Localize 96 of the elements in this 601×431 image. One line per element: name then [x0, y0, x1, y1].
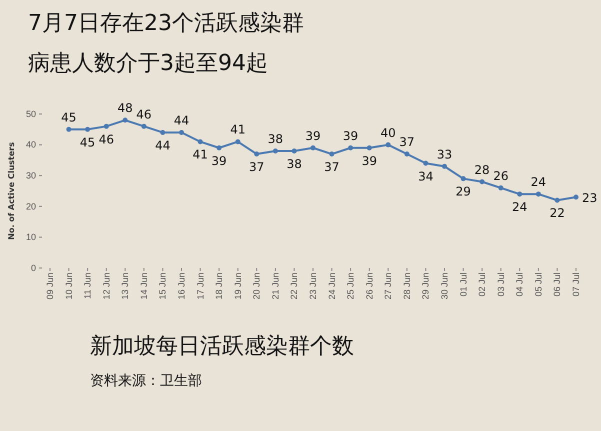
data-label: 40 — [380, 126, 396, 140]
point — [235, 139, 240, 144]
data-label: 48 — [118, 101, 133, 116]
x-tick-label: 04 Jul — [514, 272, 525, 297]
x-tick-label: 07 Jul — [571, 272, 581, 297]
point — [460, 176, 466, 182]
data-label: 46 — [98, 132, 114, 146]
point — [216, 145, 222, 150]
x-tick-label: 30 Jun — [440, 272, 450, 300]
point — [498, 185, 504, 190]
point — [386, 142, 391, 148]
point — [442, 164, 447, 169]
chart-title: 7月7日存在23个活跃感染群 — [28, 11, 304, 36]
data-label: 38 — [268, 132, 284, 146]
x-tick-label: 21 Jun — [270, 272, 280, 300]
data-label: 29 — [456, 184, 471, 199]
x-tick-label: 19 Jun — [232, 272, 243, 300]
x-tick-label: 14 Jun — [138, 272, 149, 300]
y-axis-title: No. of Active Clusters — [7, 142, 16, 240]
x-tick-label: 24 Jun — [326, 272, 337, 300]
text: 资料来源：卫生部 — [90, 373, 202, 389]
data-label: 26 — [493, 168, 508, 183]
point — [85, 126, 90, 132]
data-label: 33 — [436, 147, 452, 162]
data-label: 39 — [362, 154, 377, 168]
x-tick-label: 12 Jun — [101, 272, 112, 300]
point — [122, 118, 128, 123]
text: 新加坡每日活跃感染群个数 — [90, 334, 354, 359]
data-label: 24 — [512, 200, 528, 214]
data-label: 45 — [61, 110, 76, 124]
point — [480, 179, 485, 184]
point — [198, 139, 203, 144]
point — [254, 152, 260, 157]
x-tick-label: 15 Jun — [158, 272, 168, 300]
point — [292, 148, 297, 154]
point — [366, 145, 372, 150]
point — [179, 130, 184, 135]
data-label: 37 — [249, 160, 264, 174]
point — [536, 192, 541, 197]
y-tick-label: 20 — [26, 201, 36, 212]
point — [517, 192, 522, 197]
data-label: 24 — [530, 175, 546, 190]
x-tick-label: 01 Jul — [458, 272, 468, 297]
x-tick-label: 27 Jun — [383, 272, 394, 300]
point — [348, 145, 354, 150]
x-tick-label: 16 Jun — [176, 272, 186, 300]
x-tick-label: 17 Jun — [195, 272, 206, 300]
x-tick-label: 13 Jun — [120, 272, 130, 300]
data-label: 44 — [155, 138, 170, 152]
data-label: 46 — [136, 107, 152, 122]
data-label: 28 — [474, 162, 490, 177]
x-tick-label: 29 Jun — [420, 272, 431, 300]
data-label: 39 — [342, 128, 358, 143]
point — [404, 152, 410, 157]
x-tick-label: 03 Jul — [496, 272, 506, 297]
data-label: 23 — [582, 191, 598, 206]
data-label: 37 — [399, 135, 415, 150]
point — [329, 152, 334, 157]
x-tick-label: 26 Jun — [364, 272, 374, 300]
y-tick-label: 40 — [26, 140, 36, 150]
data-label: 44 — [174, 113, 190, 128]
point — [554, 198, 560, 203]
point — [272, 148, 278, 154]
point — [574, 194, 578, 200]
x-tick-label: 05 Jul — [533, 272, 544, 297]
data-label: 45 — [80, 135, 96, 150]
data-label: 39 — [305, 128, 321, 143]
point — [310, 145, 316, 150]
x-tick-label: 20 Jun — [252, 272, 262, 300]
point — [141, 124, 146, 129]
y-tick-label: 0 — [30, 262, 36, 273]
x-tick-label: 11 Jun — [82, 272, 93, 299]
point — [160, 130, 166, 135]
x-tick-label: 25 Jun — [346, 272, 356, 300]
y-tick-label: 30 — [26, 170, 36, 180]
data-label: 22 — [550, 206, 565, 220]
x-tick-label: 09 Jun — [45, 272, 55, 300]
x-tick-label: 18 Jun — [214, 272, 224, 300]
x-tick-label: 28 Jun — [402, 272, 412, 300]
point — [66, 126, 72, 132]
data-label: 39 — [211, 154, 227, 168]
data-label: 38 — [286, 156, 302, 171]
data-label: 37 — [324, 160, 340, 174]
x-tick-label: 02 Jul — [477, 272, 488, 297]
point — [423, 160, 428, 166]
data-label: 41 — [192, 148, 208, 162]
point — [104, 124, 109, 129]
x-tick-label: 06 Jul — [552, 272, 562, 297]
chart-subtitle: 病患人数介于3起至94起 — [28, 51, 268, 76]
y-tick-label: 50 — [26, 108, 36, 119]
data-label: 41 — [230, 122, 246, 137]
y-tick-label: 10 — [26, 232, 36, 242]
data-label: 34 — [418, 169, 434, 184]
x-tick-label: 10 Jun — [64, 272, 74, 300]
x-tick-label: 22 Jun — [289, 272, 300, 300]
x-tick-label: 23 Jun — [308, 272, 318, 300]
